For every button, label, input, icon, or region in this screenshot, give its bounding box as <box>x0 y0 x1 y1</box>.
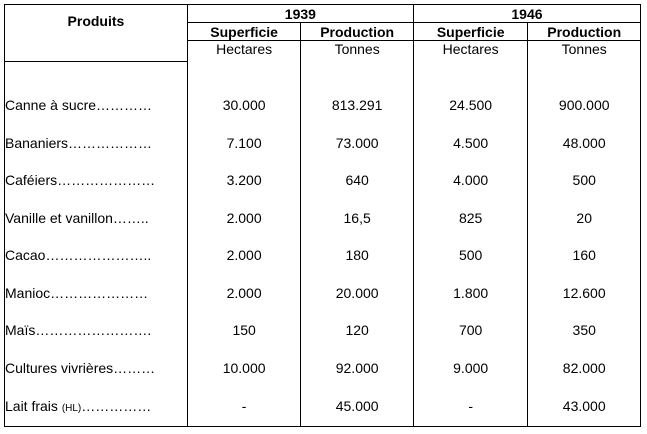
superficie-1946-cell: 9.000 <box>412 348 529 387</box>
product-name-text: Caféiers………………… <box>5 172 156 189</box>
production-1946-cell: 43.000 <box>527 386 641 428</box>
table-row: Canne à sucre………… 30.000 813.291 24.500 900.… <box>4 86 641 125</box>
superficie-1939-cell: 150 <box>186 311 302 349</box>
superficie-1946-cell: 4.000 <box>412 161 529 200</box>
product-name-text: Canne à sucre………… <box>5 97 153 114</box>
superficie-1946-header: Superficie <box>412 22 529 42</box>
product-name-text: Lait frais <box>5 398 62 415</box>
product-name: Bananiers……………… <box>4 124 188 162</box>
product-name: Maïs……………………. <box>4 311 188 349</box>
superficie-1946-cell: - <box>412 386 529 428</box>
table-row: Manioc………………… 2.000 20.000 1.800 12.600 <box>4 273 641 312</box>
unit-hectares-1939: Hectares <box>186 40 302 62</box>
product-name-text: Vanille et vanillon…….. <box>5 209 149 226</box>
production-1946-cell: 900.000 <box>527 86 641 125</box>
superficie-1946-cell: 4.500 <box>412 124 529 162</box>
superficie-1946-cell: 825 <box>412 199 529 237</box>
superficie-1946-cell: 500 <box>412 236 529 274</box>
production-1946-cell: 500 <box>527 161 641 200</box>
table-row: Bananiers……………… 7.100 73.000 4.500 48.000 <box>4 124 641 162</box>
production-1946-cell: 82.000 <box>527 348 641 387</box>
table-row: Cultures vivrières……… 10.000 92.000 9.000 82… <box>4 348 641 387</box>
superficie-1939-cell: 2.000 <box>186 273 302 312</box>
table-row: Lait frais (HL)…………… -45.000-43.000 <box>4 386 641 428</box>
unit-hectares-1946: Hectares <box>412 40 529 62</box>
production-1939-cell: 16,5 <box>300 199 414 237</box>
superficie-1939-cell: 3.200 <box>186 161 302 200</box>
production-1939-cell: 73.000 <box>300 124 414 162</box>
production-1939-header: Production <box>300 22 414 42</box>
product-name-text: Maïs……………………. <box>5 322 152 339</box>
unit-tonnes-1939: Tonnes <box>300 40 414 62</box>
superficie-1939-cell: 7.100 <box>186 124 302 162</box>
product-unit: (HL) <box>61 403 82 415</box>
year-1946-header: 1946 <box>412 3 642 24</box>
production-1946-cell: 12.600 <box>527 273 641 312</box>
superficie-1939-cell: 10.000 <box>186 348 302 387</box>
production-1939-cell: 640 <box>300 161 414 200</box>
production-1946-cell: 20 <box>527 199 641 237</box>
product-name-leader: …………… <box>81 398 152 415</box>
table-row: Cacao………………….. 2.000 180 500 160 <box>4 236 641 274</box>
production-1939-cell: 120 <box>300 311 414 349</box>
production-1946-cell: 48.000 <box>527 124 641 162</box>
product-name: Lait frais (HL)…………… <box>4 386 188 428</box>
production-1939-cell: 92.000 <box>300 348 414 387</box>
superficie-1939-header: Superficie <box>186 22 302 42</box>
product-name-text: Cultures vivrières……… <box>5 359 156 376</box>
superficie-1946-cell: 1.800 <box>412 273 529 312</box>
superficie-1939-cell: - <box>186 386 302 428</box>
production-1939-cell: 45.000 <box>300 386 414 428</box>
year-1939-header: 1939 <box>186 3 414 24</box>
product-name: Cultures vivrières……… <box>4 348 188 387</box>
product-name: Caféiers………………… <box>4 161 188 200</box>
production-1946-cell: 350 <box>527 311 641 349</box>
production-1946-header: Production <box>527 22 641 42</box>
produits-header: Produits <box>4 3 188 63</box>
superficie-1939-cell: 2.000 <box>186 236 302 274</box>
production-1939-cell: 20.000 <box>300 273 414 312</box>
production-1946-cell: 160 <box>527 236 641 274</box>
table-row: Maïs……………………. 150 120 700 350 <box>4 311 641 349</box>
product-name-text: Manioc………………… <box>5 284 149 301</box>
superficie-1946-cell: 24.500 <box>412 86 529 125</box>
superficie-1946-cell: 700 <box>412 311 529 349</box>
superficie-1939-cell: 2.000 <box>186 199 302 237</box>
product-name: Vanille et vanillon…….. <box>4 199 188 237</box>
production-1939-cell: 813.291 <box>300 86 414 125</box>
product-name-text: Cacao………………….. <box>5 247 152 264</box>
product-name: Manioc………………… <box>4 273 188 312</box>
product-name-text: Bananiers……………… <box>5 134 153 151</box>
product-name: Cacao………………….. <box>4 236 188 274</box>
table-row: Caféiers………………… 3.200 640 4.000 500 <box>4 161 641 200</box>
product-name: Canne à sucre………… <box>4 86 188 125</box>
crop-production-table: Produits 1939 1946 Superficie Production… <box>4 3 642 428</box>
table-row: Vanille et vanillon…….. 2.000 16,5 825 20 <box>4 199 641 237</box>
superficie-1939-cell: 30.000 <box>186 86 302 125</box>
unit-tonnes-1946: Tonnes <box>527 40 641 62</box>
production-1939-cell: 180 <box>300 236 414 274</box>
